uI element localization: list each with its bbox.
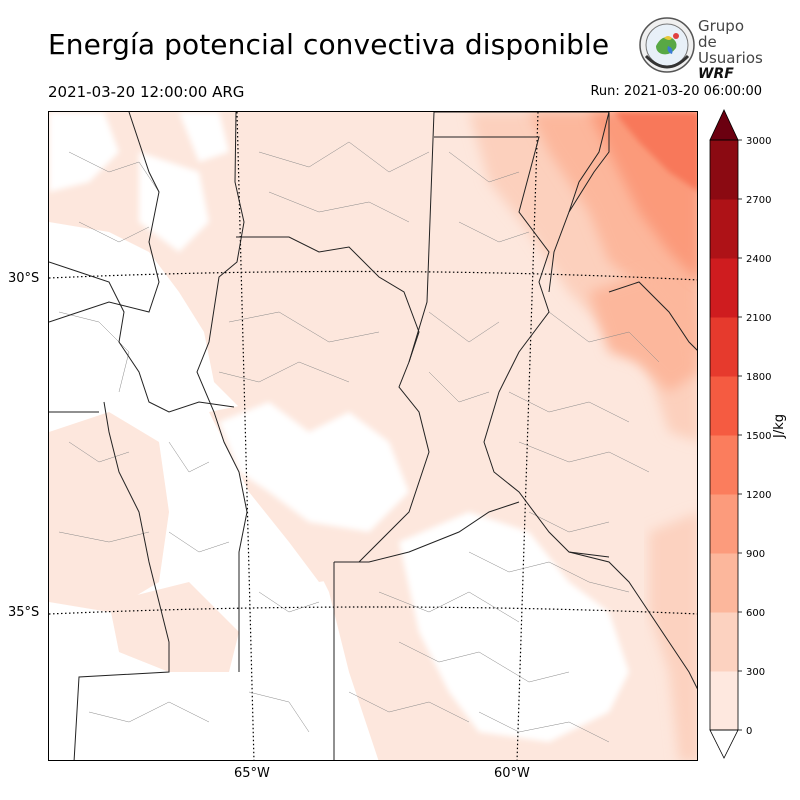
lon-label-60w: 60°W (494, 766, 530, 781)
run-time: Run: 2021-03-20 06:00:00 (590, 84, 762, 99)
province-boundaries (49, 112, 697, 760)
colorbar-tick-label: 3000 (746, 136, 771, 147)
colorbar-extend-min (709, 729, 739, 759)
colorbar-bin (710, 317, 738, 377)
colorbar-bin (710, 258, 738, 318)
logo-line-2: Usuarios (698, 49, 763, 67)
map-canvas (49, 112, 697, 760)
colorbar-tick-label: 300 (746, 667, 765, 678)
lat-label-30s: 30°S (8, 271, 40, 286)
logo-line-1: Grupo de (698, 17, 744, 51)
colorbar-bin (710, 612, 738, 672)
colorbar-tick-label: 600 (746, 608, 765, 619)
colorbar-graphic: 0 300 600 900 1200 1500 1800 2100 2400 2700 3000 (709, 109, 771, 759)
logo-text: Grupo de Usuarios WRF (698, 18, 763, 82)
valid-time: 2021-03-20 12:00:00 ARG (48, 83, 245, 101)
page-title: Energía potencial convectiva disponible (48, 28, 610, 61)
colorbar-tick-label: 1500 (746, 431, 771, 442)
colorbar-bin (710, 140, 738, 200)
lon-label-65w: 65°W (234, 766, 270, 781)
colorbar-unit-label: J/kg (772, 414, 787, 438)
globe-logo-icon (639, 17, 695, 73)
cape-field-zero (49, 112, 629, 760)
colorbar-extend-max (709, 109, 739, 141)
cape-field-ne (469, 112, 697, 760)
colorbar-bin (710, 376, 738, 436)
colorbar-bin (710, 553, 738, 613)
colorbar-tick-label: 1800 (746, 372, 771, 383)
colorbar-bin (710, 199, 738, 259)
colorbar-tick-label: 900 (746, 549, 765, 560)
colorbar-tick-label: 2100 (746, 313, 771, 324)
logo-line-3: WRF (698, 66, 734, 82)
colorbar-bin (710, 671, 738, 731)
colorbar-tick-label: 0 (746, 726, 752, 737)
group-logo: Grupo de Usuarios WRF (638, 16, 763, 82)
colorbar: 0 300 600 900 1200 1500 1800 2100 2400 2700 3000 (708, 108, 798, 768)
colorbar-tick-label: 2700 (746, 195, 771, 206)
colorbar-bin (710, 494, 738, 554)
colorbar-tick-label: 1200 (746, 490, 771, 501)
colorbar-tick-label: 2400 (746, 254, 771, 265)
colorbar-bin (710, 435, 738, 495)
lat-label-35s: 35°S (8, 605, 40, 620)
cape-map[interactable] (48, 111, 698, 761)
department-lines (58, 141, 660, 743)
